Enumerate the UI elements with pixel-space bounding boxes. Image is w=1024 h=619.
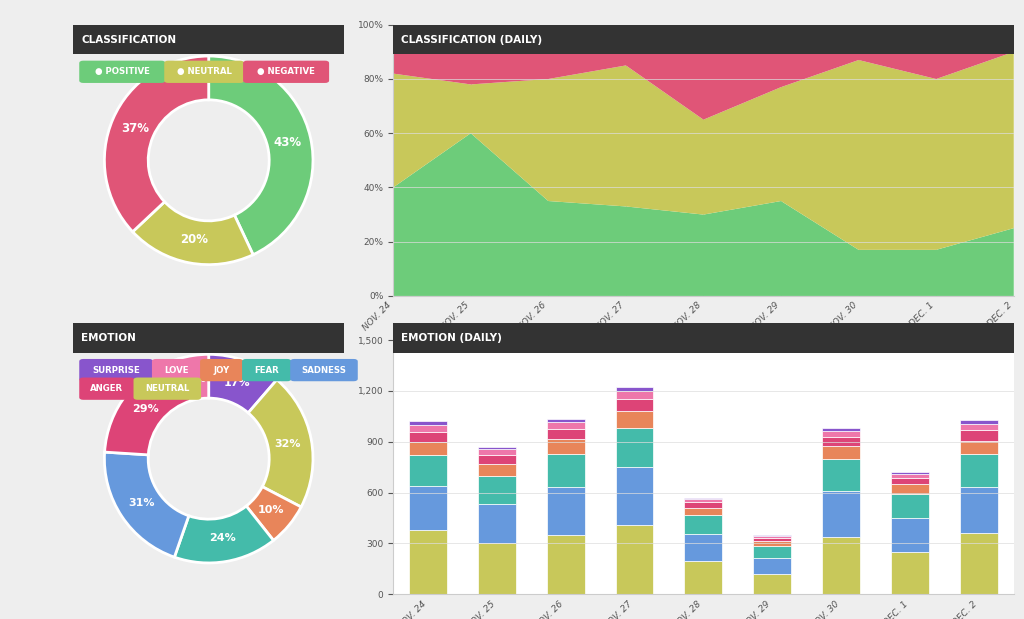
Bar [754, 558, 792, 574]
Text: FEAR: FEAR [254, 366, 279, 374]
Text: LOVE: LOVE [164, 366, 188, 374]
Bar [891, 494, 930, 518]
Bar [615, 467, 653, 525]
Bar [961, 430, 998, 441]
Wedge shape [178, 354, 209, 400]
Bar [477, 464, 515, 475]
Bar [684, 534, 722, 561]
Text: EMOTION: EMOTION [81, 333, 136, 343]
Text: ● POSITIVE: ● POSITIVE [95, 67, 150, 76]
Bar [547, 488, 585, 535]
Text: 24%: 24% [209, 533, 236, 543]
Bar [409, 431, 446, 442]
Bar [822, 491, 860, 537]
Bar [754, 574, 792, 594]
Bar [477, 455, 515, 464]
Text: ANGER: ANGER [90, 384, 124, 393]
Text: 29%: 29% [132, 404, 159, 413]
Wedge shape [104, 452, 188, 557]
Bar [822, 446, 860, 459]
Bar [547, 439, 585, 454]
Bar [961, 441, 998, 454]
Text: 37%: 37% [121, 122, 148, 135]
Bar [615, 525, 653, 594]
Bar [961, 488, 998, 533]
Bar [822, 428, 860, 431]
Bar [684, 516, 722, 534]
Bar [891, 472, 930, 474]
Bar [409, 530, 446, 594]
Wedge shape [104, 359, 191, 455]
Bar [754, 546, 792, 558]
Bar [891, 552, 930, 594]
Wedge shape [209, 354, 276, 413]
Bar [822, 459, 860, 491]
Bar [615, 391, 653, 399]
Bar [961, 423, 998, 430]
Bar [891, 518, 930, 552]
Text: SADNESS: SADNESS [301, 366, 346, 374]
Bar [891, 478, 930, 485]
Bar [547, 535, 585, 594]
Bar [684, 503, 722, 508]
Bar [961, 420, 998, 423]
Bar [684, 499, 722, 503]
Bar [615, 387, 653, 391]
Text: 10%: 10% [257, 505, 284, 515]
Wedge shape [209, 56, 313, 255]
Bar [477, 449, 515, 455]
Bar [891, 485, 930, 494]
Bar [477, 543, 515, 594]
Bar [547, 422, 585, 429]
Bar [615, 411, 653, 428]
Bar [615, 399, 653, 411]
Bar [822, 431, 860, 437]
Bar [891, 474, 930, 478]
Text: SURPRISE: SURPRISE [92, 366, 140, 374]
Bar [477, 475, 515, 504]
Wedge shape [104, 56, 209, 232]
Bar [547, 429, 585, 439]
Bar [754, 538, 792, 541]
Bar [684, 561, 722, 594]
Text: CLASSIFICATION: CLASSIFICATION [81, 35, 176, 45]
Bar [547, 454, 585, 488]
Wedge shape [246, 487, 301, 540]
Bar [409, 486, 446, 530]
Bar [754, 536, 792, 538]
Bar [547, 419, 585, 422]
Bar [615, 428, 653, 467]
Bar [754, 541, 792, 546]
Bar [684, 498, 722, 499]
Wedge shape [174, 506, 273, 563]
Text: CLASSIFICATION (DAILY): CLASSIFICATION (DAILY) [401, 35, 543, 45]
Bar [822, 537, 860, 594]
Bar [961, 533, 998, 594]
Text: JOY: JOY [213, 366, 229, 374]
Text: 32%: 32% [274, 439, 301, 449]
Text: 7%: 7% [187, 374, 207, 384]
Text: 31%: 31% [129, 498, 155, 508]
Text: NEUTRAL: NEUTRAL [145, 384, 189, 393]
Text: 43%: 43% [273, 136, 301, 149]
Bar [409, 425, 446, 431]
Bar [409, 455, 446, 486]
Bar [477, 447, 515, 449]
Text: ● NEGATIVE: ● NEGATIVE [257, 67, 315, 76]
Bar [409, 422, 446, 425]
Wedge shape [133, 202, 253, 265]
Text: 20%: 20% [179, 233, 208, 246]
Bar [822, 437, 860, 446]
Bar [684, 508, 722, 516]
Wedge shape [248, 379, 313, 507]
Text: ● NEUTRAL: ● NEUTRAL [177, 67, 231, 76]
Bar [754, 535, 792, 536]
Bar [477, 504, 515, 543]
Bar [409, 442, 446, 455]
Text: EMOTION (DAILY): EMOTION (DAILY) [401, 333, 502, 343]
Bar [961, 454, 998, 488]
Text: 17%: 17% [223, 378, 250, 388]
